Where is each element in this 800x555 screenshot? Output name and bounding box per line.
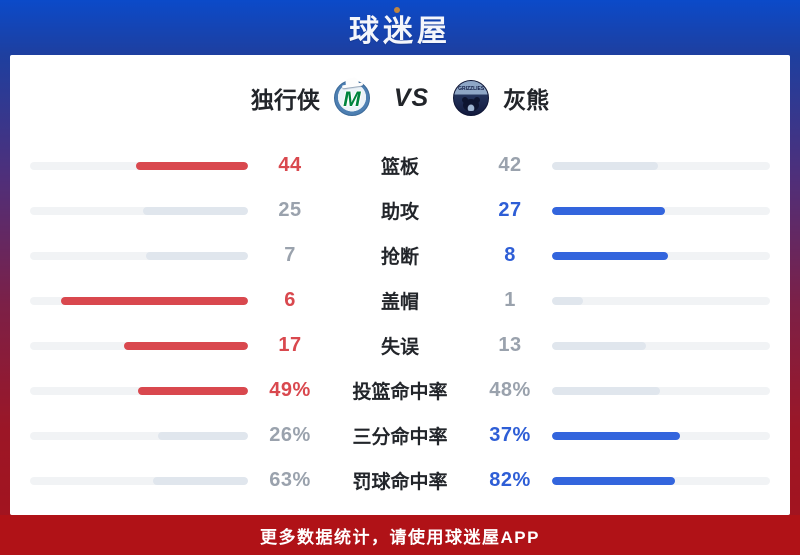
away-stat-value: 27 xyxy=(498,199,522,221)
vs-label: VS xyxy=(393,83,430,112)
stat-row: 49% 投篮命中率 48% xyxy=(10,368,790,413)
home-stat-bar xyxy=(30,341,248,350)
home-stat-bar xyxy=(30,431,248,440)
home-stat-value: 17 xyxy=(278,334,302,356)
home-stat-bar-fill xyxy=(146,251,248,260)
home-stat-value: 6 xyxy=(284,289,296,311)
away-stat-bar-fill xyxy=(552,476,676,485)
away-stat-bar-fill xyxy=(552,386,660,395)
away-stat-bar-fill xyxy=(552,431,680,440)
home-stat-bar xyxy=(30,296,248,305)
stat-row: 25 助攻 27 xyxy=(10,188,790,233)
stat-label: 失误 xyxy=(380,337,419,358)
away-stat-value: 48% xyxy=(489,379,531,401)
app-footer: 更多数据统计，请使用球迷屋APP xyxy=(0,515,800,555)
home-stat-bar xyxy=(30,476,248,485)
stat-label: 抢断 xyxy=(380,247,419,268)
grizzlies-logo-text: GRIZZLIES xyxy=(458,86,485,92)
away-stat-bar-fill xyxy=(552,251,669,260)
away-stat-value: 37% xyxy=(489,424,531,446)
stat-label: 助攻 xyxy=(380,202,419,223)
home-stat-value: 44 xyxy=(278,154,302,176)
away-stat-bar xyxy=(552,206,770,215)
home-stat-value: 63% xyxy=(269,469,311,491)
home-stat-bar-fill xyxy=(137,386,248,395)
home-stat-value: 7 xyxy=(284,244,296,266)
stat-row: 6 盖帽 1 xyxy=(10,278,790,323)
home-stat-bar xyxy=(30,251,248,260)
stats-list: 44 篮板 42 25 助攻 27 7 抢断 8 6 盖帽 1 17 失误 13 49% 投篮命中率 48% 26%… xyxy=(10,143,790,503)
stat-row: 7 抢断 8 xyxy=(10,233,790,278)
home-stat-value: 25 xyxy=(278,199,302,221)
stat-label: 三分命中率 xyxy=(352,427,448,448)
home-team-name: 独行侠 xyxy=(250,87,320,113)
stat-row: 26% 三分命中率 37% xyxy=(10,413,790,458)
away-stat-value: 82% xyxy=(489,469,531,491)
home-stat-bar-fill xyxy=(153,476,248,485)
away-stat-value: 1 xyxy=(504,289,516,311)
stats-card: 独行侠 M VS GRIZZLIES 灰熊 44 篮板 42 25 助攻 27 7 抢断 8 6 盖… xyxy=(10,55,790,515)
match-header: 独行侠 M VS GRIZZLIES 灰熊 xyxy=(10,75,790,121)
home-stat-bar xyxy=(30,161,248,170)
away-stat-bar xyxy=(552,386,770,395)
away-team-name: 灰熊 xyxy=(503,87,550,113)
stat-row: 63% 罚球命中率 82% xyxy=(10,458,790,503)
home-stat-bar-fill xyxy=(157,431,248,440)
away-stat-bar-fill xyxy=(552,206,666,215)
stat-label: 盖帽 xyxy=(380,292,419,313)
stat-row: 17 失误 13 xyxy=(10,323,790,368)
away-stat-value: 42 xyxy=(498,154,522,176)
away-stat-bar xyxy=(552,251,770,260)
home-stat-bar-fill xyxy=(61,296,248,305)
app-logo: 球迷屋 xyxy=(349,6,451,50)
grizzlies-logo-icon: GRIZZLIES xyxy=(453,80,490,116)
away-stat-bar-fill xyxy=(552,341,647,350)
away-stat-bar-fill xyxy=(552,296,584,305)
home-stat-bar-fill xyxy=(143,206,248,215)
home-stat-bar xyxy=(30,206,248,215)
stat-row: 44 篮板 42 xyxy=(10,143,790,188)
stat-label: 投篮命中率 xyxy=(352,382,448,403)
bear-face-icon xyxy=(462,97,481,111)
app-header: 球迷屋 xyxy=(0,0,800,55)
stat-label: 篮板 xyxy=(380,157,419,178)
stat-label: 罚球命中率 xyxy=(352,472,448,493)
home-stat-bar-fill xyxy=(136,161,248,170)
home-stat-bar xyxy=(30,386,248,395)
away-stat-bar xyxy=(552,296,770,305)
home-stat-bar-fill xyxy=(124,341,248,350)
away-stat-bar xyxy=(552,161,770,170)
away-stat-bar xyxy=(552,431,770,440)
mavericks-logo-icon: M xyxy=(333,77,370,116)
mavericks-logo-letter: M xyxy=(343,87,361,111)
away-stat-bar xyxy=(552,341,770,350)
away-stat-bar-fill xyxy=(552,161,659,170)
away-stat-value: 13 xyxy=(498,334,522,356)
home-stat-value: 26% xyxy=(269,424,311,446)
away-stat-bar xyxy=(552,476,770,485)
footer-text: 更多数据统计，请使用球迷屋APP xyxy=(260,527,540,547)
home-stat-value: 49% xyxy=(269,379,311,401)
away-stat-value: 8 xyxy=(504,244,516,266)
